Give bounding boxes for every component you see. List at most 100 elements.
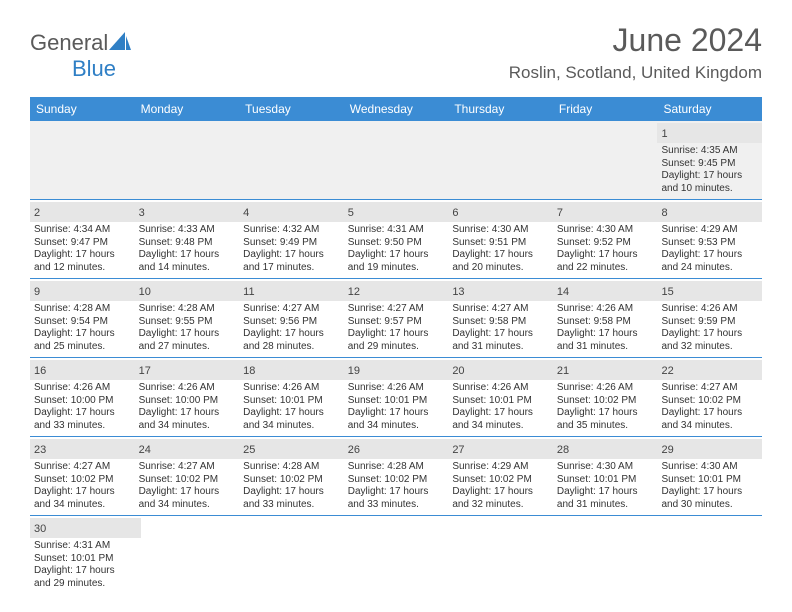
- day-line: Daylight: 17 hours: [557, 407, 654, 420]
- weekday-mon: Monday: [135, 97, 240, 121]
- day-number-row: 6: [448, 202, 553, 222]
- day-details: Sunrise: 4:27 AMSunset: 10:02 PMDaylight…: [661, 382, 758, 432]
- day-details: Sunrise: 4:28 AMSunset: 10:02 PMDaylight…: [348, 461, 445, 511]
- day-number-row: 21: [553, 360, 658, 380]
- day-number: 7: [557, 207, 563, 219]
- day-line: Sunrise: 4:27 AM: [348, 303, 445, 316]
- day-cell: 16Sunrise: 4:26 AMSunset: 10:00 PMDaylig…: [30, 358, 135, 436]
- day-line: Sunset: 10:02 PM: [34, 474, 131, 487]
- weekday-sat: Saturday: [657, 97, 762, 121]
- day-line: Sunset: 9:57 PM: [348, 316, 445, 329]
- day-number-row: 25: [239, 439, 344, 459]
- day-line: Sunrise: 4:33 AM: [139, 224, 236, 237]
- day-line: Sunset: 10:02 PM: [661, 395, 758, 408]
- day-line: Daylight: 17 hours: [661, 486, 758, 499]
- week-row: 1Sunrise: 4:35 AMSunset: 9:45 PMDaylight…: [30, 121, 762, 200]
- day-cell: 24Sunrise: 4:27 AMSunset: 10:02 PMDaylig…: [135, 437, 240, 515]
- day-cell: 15Sunrise: 4:26 AMSunset: 9:59 PMDayligh…: [657, 279, 762, 357]
- day-line: Daylight: 17 hours: [661, 170, 758, 183]
- day-number: 25: [243, 444, 255, 456]
- day-number: 28: [557, 444, 569, 456]
- day-number-row: 18: [239, 360, 344, 380]
- day-details: Sunrise: 4:30 AMSunset: 10:01 PMDaylight…: [661, 461, 758, 511]
- day-cell: 29Sunrise: 4:30 AMSunset: 10:01 PMDaylig…: [657, 437, 762, 515]
- day-number: 10: [139, 286, 151, 298]
- day-cell: [448, 121, 553, 199]
- day-line: Sunset: 10:00 PM: [139, 395, 236, 408]
- day-details: Sunrise: 4:31 AMSunset: 10:01 PMDaylight…: [34, 540, 137, 590]
- day-number-row: 26: [344, 439, 449, 459]
- day-details: Sunrise: 4:30 AMSunset: 9:52 PMDaylight:…: [557, 224, 654, 274]
- header: GeneralBlue June 2024 Roslin, Scotland, …: [0, 0, 792, 91]
- day-line: and 34 minutes.: [661, 420, 758, 433]
- day-number: 13: [452, 286, 464, 298]
- day-line: Daylight: 17 hours: [661, 249, 758, 262]
- logo: GeneralBlue: [30, 22, 131, 82]
- day-cell: [245, 516, 348, 594]
- day-cell: 22Sunrise: 4:27 AMSunset: 10:02 PMDaylig…: [657, 358, 762, 436]
- day-line: and 30 minutes.: [661, 499, 758, 512]
- day-line: and 35 minutes.: [557, 420, 654, 433]
- day-number: 30: [34, 523, 46, 535]
- month-title: June 2024: [509, 22, 762, 59]
- day-cell: 3 Sunrise: 4:33 AMSunset: 9:48 PMDaylight…: [135, 200, 240, 278]
- calendar: Sunday Monday Tuesday Wednesday Thursday…: [30, 97, 762, 594]
- day-line: Sunrise: 4:27 AM: [661, 382, 758, 395]
- day-line: Sunrise: 4:26 AM: [139, 382, 236, 395]
- day-number-row: 17: [135, 360, 240, 380]
- day-cell: 13Sunrise: 4:27 AMSunset: 9:58 PMDayligh…: [448, 279, 553, 357]
- day-line: and 31 minutes.: [557, 499, 654, 512]
- day-number-row: 2: [30, 202, 135, 222]
- day-line: Sunset: 9:48 PM: [139, 237, 236, 250]
- day-line: and 34 minutes.: [348, 420, 445, 433]
- day-line: Sunset: 9:58 PM: [452, 316, 549, 329]
- day-cell: [348, 516, 451, 594]
- day-line: and 31 minutes.: [557, 341, 654, 354]
- day-line: Sunrise: 4:30 AM: [661, 461, 758, 474]
- weekday-thu: Thursday: [448, 97, 553, 121]
- day-line: and 22 minutes.: [557, 262, 654, 275]
- day-line: Sunset: 10:00 PM: [34, 395, 131, 408]
- day-line: Daylight: 17 hours: [243, 486, 340, 499]
- week-row: 30 Sunrise: 4:31 AMSunset: 10:01 PMDaylig…: [30, 516, 762, 594]
- day-line: Sunset: 9:52 PM: [557, 237, 654, 250]
- day-cell: 14Sunrise: 4:26 AMSunset: 9:58 PMDayligh…: [553, 279, 658, 357]
- day-cell: 26Sunrise: 4:28 AMSunset: 10:02 PMDaylig…: [344, 437, 449, 515]
- logo-blue: Blue: [72, 56, 116, 81]
- day-line: Sunrise: 4:26 AM: [243, 382, 340, 395]
- day-line: Daylight: 17 hours: [34, 328, 131, 341]
- day-details: Sunrise: 4:33 AMSunset: 9:48 PMDaylight:…: [139, 224, 236, 274]
- day-line: Sunrise: 4:27 AM: [34, 461, 131, 474]
- day-line: and 12 minutes.: [34, 262, 131, 275]
- title-block: June 2024 Roslin, Scotland, United Kingd…: [509, 22, 762, 83]
- day-line: Daylight: 17 hours: [34, 486, 131, 499]
- day-details: Sunrise: 4:27 AMSunset: 9:57 PMDaylight:…: [348, 303, 445, 353]
- day-cell: 2Sunrise: 4:34 AMSunset: 9:47 PMDaylight…: [30, 200, 135, 278]
- day-line: Sunset: 9:55 PM: [139, 316, 236, 329]
- day-cell: 21Sunrise: 4:26 AMSunset: 10:02 PMDaylig…: [553, 358, 658, 436]
- logo-general: General: [30, 30, 108, 55]
- day-line: Sunset: 9:59 PM: [661, 316, 758, 329]
- day-details: Sunrise: 4:26 AMSunset: 10:01 PMDaylight…: [452, 382, 549, 432]
- day-line: Daylight: 17 hours: [243, 328, 340, 341]
- day-line: Sunset: 10:02 PM: [348, 474, 445, 487]
- day-line: and 28 minutes.: [243, 341, 340, 354]
- day-line: Sunrise: 4:29 AM: [452, 461, 549, 474]
- day-line: Daylight: 17 hours: [34, 249, 131, 262]
- day-line: and 32 minutes.: [452, 499, 549, 512]
- day-line: Daylight: 17 hours: [348, 486, 445, 499]
- day-details: Sunrise: 4:26 AMSunset: 9:59 PMDaylight:…: [661, 303, 758, 353]
- day-line: Sunrise: 4:31 AM: [348, 224, 445, 237]
- day-line: and 14 minutes.: [139, 262, 236, 275]
- day-cell: 19Sunrise: 4:26 AMSunset: 10:01 PMDaylig…: [344, 358, 449, 436]
- day-line: Sunrise: 4:28 AM: [243, 461, 340, 474]
- weekday-fri: Friday: [553, 97, 658, 121]
- day-details: Sunrise: 4:29 AMSunset: 10:02 PMDaylight…: [452, 461, 549, 511]
- day-number: 3: [139, 207, 145, 219]
- day-line: Sunrise: 4:28 AM: [34, 303, 131, 316]
- day-line: Daylight: 17 hours: [34, 407, 131, 420]
- day-details: Sunrise: 4:29 AMSunset: 9:53 PMDaylight:…: [661, 224, 758, 274]
- day-line: and 34 minutes.: [243, 420, 340, 433]
- weekday-tue: Tuesday: [239, 97, 344, 121]
- day-details: Sunrise: 4:32 AMSunset: 9:49 PMDaylight:…: [243, 224, 340, 274]
